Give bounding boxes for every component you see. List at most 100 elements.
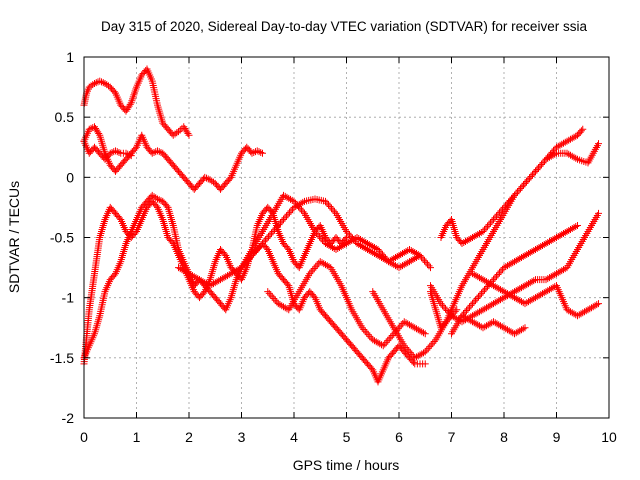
data-point bbox=[267, 291, 275, 299]
data-point bbox=[346, 231, 353, 239]
data-point bbox=[484, 222, 491, 230]
data-point bbox=[473, 295, 481, 303]
data-point bbox=[268, 229, 275, 237]
data-point bbox=[382, 338, 390, 346]
data-point bbox=[508, 195, 515, 203]
data-point bbox=[479, 288, 487, 296]
x-axis-ticks: 0 1 2 3 4 5 6 7 8 9 10 bbox=[80, 57, 617, 445]
data-point bbox=[521, 324, 529, 332]
data-point bbox=[422, 258, 430, 266]
data-point bbox=[577, 127, 585, 135]
data-point bbox=[493, 272, 500, 280]
data-point bbox=[419, 255, 427, 263]
data-point bbox=[536, 162, 544, 170]
data-point bbox=[269, 227, 277, 235]
data-point bbox=[280, 215, 287, 223]
data-point bbox=[535, 164, 542, 172]
data-point bbox=[443, 307, 451, 315]
data-point bbox=[283, 244, 291, 252]
data-point bbox=[499, 205, 506, 213]
series-5 bbox=[80, 197, 350, 368]
data-point bbox=[425, 262, 433, 270]
y-axis-ticks: 1 0.5 0 -0.5 -1 -1.5 -2 bbox=[50, 49, 609, 426]
data-point bbox=[266, 231, 274, 239]
data-point bbox=[494, 210, 502, 218]
data-point bbox=[478, 289, 485, 297]
data-point bbox=[113, 148, 121, 156]
data-point bbox=[201, 173, 209, 181]
data-point bbox=[283, 305, 291, 313]
data-point bbox=[106, 149, 114, 157]
y-tick-label: -0.5 bbox=[50, 230, 74, 246]
data-point bbox=[485, 221, 493, 229]
y-tick-label: -2 bbox=[62, 410, 75, 426]
data-point bbox=[264, 288, 272, 296]
data-point bbox=[579, 125, 587, 133]
data-point bbox=[497, 267, 505, 275]
data-point bbox=[481, 286, 488, 294]
data-point bbox=[364, 331, 372, 339]
data-point bbox=[313, 229, 320, 237]
series-3 bbox=[80, 137, 135, 163]
y-tick-label: 0 bbox=[66, 169, 74, 185]
data-point bbox=[502, 202, 509, 210]
data-point bbox=[388, 331, 396, 339]
series-7 bbox=[238, 191, 424, 272]
data-point bbox=[255, 148, 263, 156]
data-point bbox=[475, 293, 482, 301]
series-9 bbox=[369, 288, 461, 362]
data-point bbox=[253, 246, 260, 254]
data-point bbox=[496, 209, 503, 217]
data-point bbox=[98, 78, 105, 86]
data-point bbox=[366, 332, 374, 340]
data-point bbox=[406, 349, 414, 357]
data-point bbox=[220, 250, 228, 258]
data-point bbox=[526, 174, 533, 182]
data-point bbox=[163, 202, 171, 210]
data-point bbox=[281, 214, 289, 222]
data-point bbox=[262, 244, 270, 252]
data-point bbox=[323, 199, 331, 207]
data-point bbox=[360, 325, 368, 333]
data-point bbox=[277, 219, 284, 227]
data-point bbox=[561, 265, 569, 273]
data-point bbox=[467, 301, 475, 309]
data-point bbox=[328, 204, 335, 212]
data-point bbox=[396, 323, 404, 331]
data-point bbox=[262, 236, 269, 244]
data-point bbox=[519, 325, 527, 333]
x-tick-label: 3 bbox=[238, 429, 246, 445]
data-point bbox=[445, 308, 452, 316]
data-point bbox=[265, 233, 272, 241]
data-point bbox=[329, 206, 337, 214]
data-point bbox=[421, 257, 428, 265]
data-point bbox=[442, 305, 449, 313]
data-point bbox=[278, 217, 286, 225]
data-point bbox=[503, 200, 511, 208]
y-axis-label: SDTVAR / TECUs bbox=[6, 181, 22, 293]
data-point bbox=[524, 176, 532, 184]
data-point bbox=[152, 202, 160, 210]
data-points bbox=[80, 65, 602, 386]
data-point bbox=[378, 341, 385, 349]
data-point bbox=[512, 190, 520, 198]
data-point bbox=[313, 261, 321, 269]
data-point bbox=[488, 217, 496, 225]
data-point bbox=[259, 149, 266, 157]
data-point bbox=[115, 148, 123, 156]
data-point bbox=[382, 254, 389, 262]
data-point bbox=[127, 152, 135, 160]
x-tick-label: 7 bbox=[448, 429, 456, 445]
data-point bbox=[440, 303, 448, 311]
data-point bbox=[421, 360, 429, 368]
x-tick-label: 0 bbox=[80, 429, 88, 445]
x-tick-label: 6 bbox=[395, 429, 403, 445]
data-point bbox=[155, 196, 163, 204]
series-11 bbox=[437, 140, 602, 248]
data-point bbox=[490, 215, 497, 223]
data-point bbox=[319, 236, 326, 244]
data-point bbox=[175, 128, 182, 136]
data-point bbox=[293, 201, 301, 209]
data-point bbox=[429, 339, 437, 347]
data-point bbox=[299, 198, 307, 206]
